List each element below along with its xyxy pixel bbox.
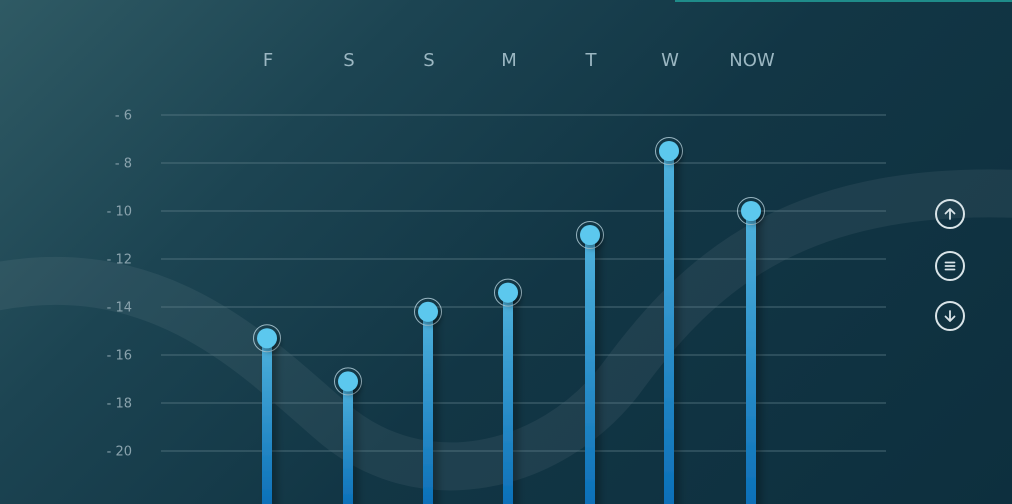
y-tick-label: - 12: [107, 253, 132, 268]
data-point[interactable]: [338, 371, 358, 392]
data-point[interactable]: [580, 225, 600, 245]
arrow-up-icon: [944, 208, 956, 220]
y-tick-label: - 6: [115, 109, 132, 124]
data-point-ring: [253, 324, 281, 353]
bar: [343, 381, 353, 504]
y-tick-label: - 14: [107, 301, 132, 316]
background-wave: [0, 169, 1012, 491]
bar: [503, 292, 513, 504]
scroll-down-button[interactable]: [935, 301, 965, 331]
top-accent-bar: [675, 0, 1012, 2]
bar: [746, 211, 756, 504]
data-point-ring: [737, 197, 765, 225]
bar: [423, 311, 433, 504]
data-point-ring: [494, 278, 522, 307]
bar: [664, 151, 674, 504]
y-axis-labels: - 6 - 8 - 10 - 12 - 14 - 16 - 18 - 20: [107, 109, 132, 460]
grid-lines: [161, 114, 886, 452]
x-tick-label: S: [343, 50, 354, 71]
y-tick-label: - 18: [107, 397, 132, 412]
y-tick-label: - 16: [107, 349, 132, 364]
bar: [262, 338, 272, 504]
data-point-ring: [576, 221, 604, 249]
x-tick-label: F: [263, 50, 273, 71]
data-point-ring: [334, 367, 362, 396]
scroll-up-button[interactable]: [935, 199, 965, 229]
x-tick-label: NOW: [729, 50, 775, 71]
x-tick-label: T: [585, 50, 598, 71]
data-point[interactable]: [741, 201, 761, 221]
x-tick-label: M: [501, 50, 517, 71]
arrow-down-icon: [944, 310, 956, 322]
menu-icon: [944, 261, 956, 271]
y-tick-label: - 10: [107, 205, 132, 220]
menu-button[interactable]: [935, 251, 965, 281]
y-tick-label: - 20: [107, 445, 132, 460]
data-point[interactable]: [498, 282, 518, 303]
data-point[interactable]: [659, 141, 679, 161]
data-point[interactable]: [257, 328, 277, 349]
x-tick-label: W: [661, 50, 679, 71]
y-tick-label: - 8: [115, 157, 132, 172]
data-point[interactable]: [418, 301, 438, 322]
data-point-ring: [655, 137, 683, 165]
x-tick-label: S: [423, 50, 434, 71]
data-point-ring: [414, 297, 442, 326]
x-axis-labels: F S S M T W NOW: [263, 50, 775, 71]
bar: [585, 235, 595, 504]
bars: [253, 137, 765, 504]
